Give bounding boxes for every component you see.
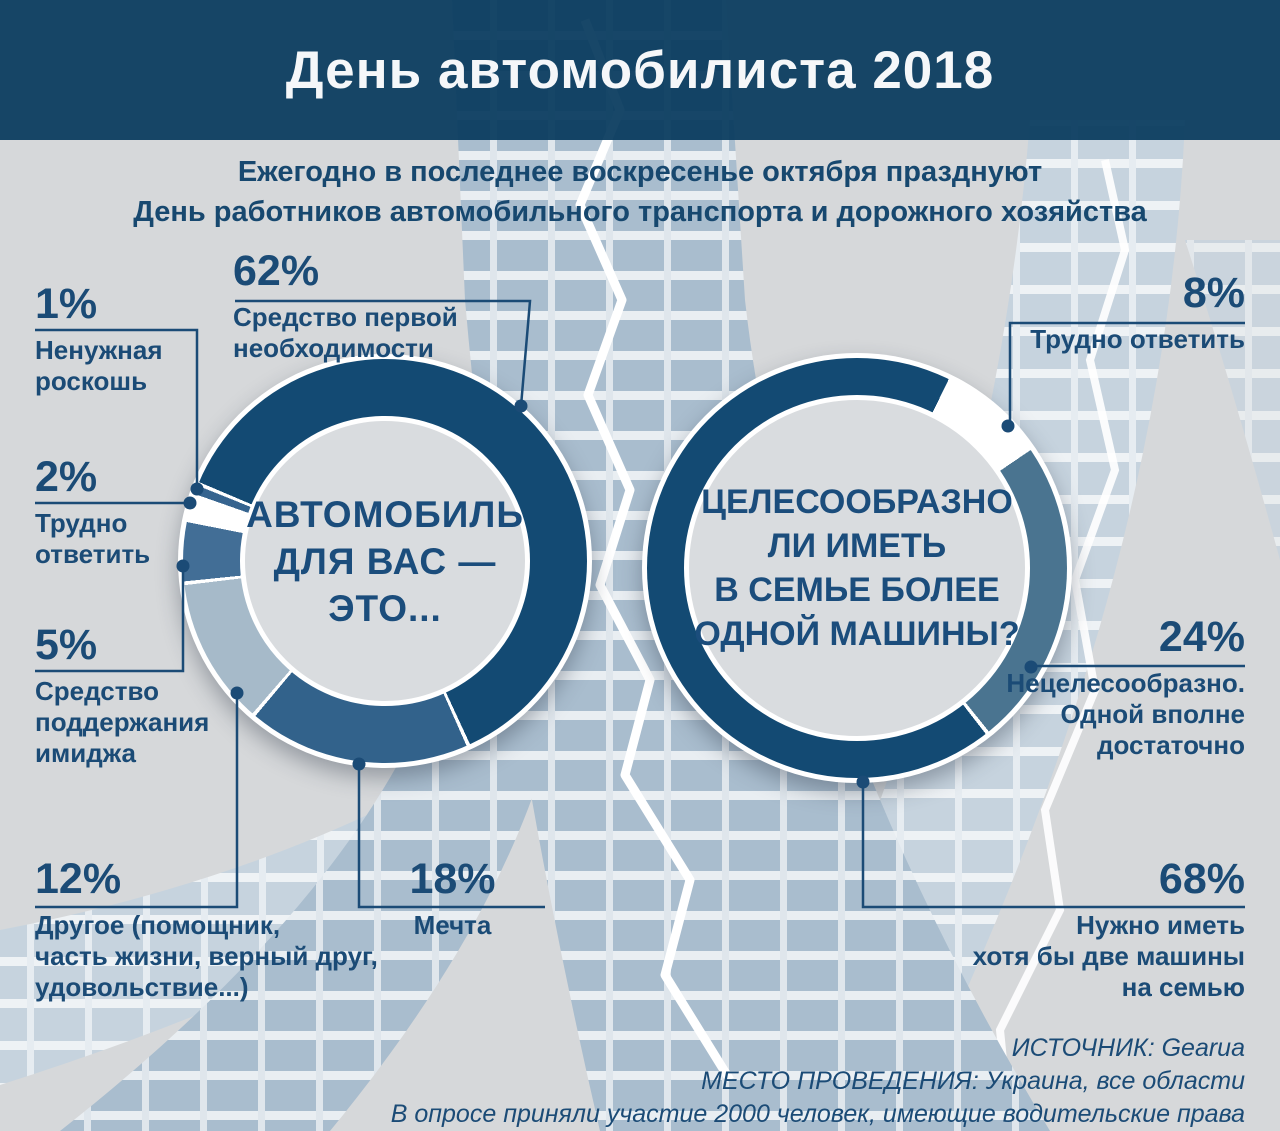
left-donut-title: АВТОМОБИЛЬ ДЛЯ ВАС — ЭТО... xyxy=(246,493,524,629)
callout-8: 8% Трудно ответить xyxy=(945,272,1245,355)
left-donut-chart: АВТОМОБИЛЬ ДЛЯ ВАС — ЭТО... xyxy=(178,354,592,768)
right-donut-hole: ЦЕЛЕСООБРАЗНО ЛИ ИМЕТЬ В СЕМЬЕ БОЛЕЕ ОДН… xyxy=(684,395,1030,741)
callout-1-value: 1% xyxy=(35,280,98,328)
right-donut-chart: ЦЕЛЕСООБРАЗНО ЛИ ИМЕТЬ В СЕМЬЕ БОЛЕЕ ОДН… xyxy=(642,353,1072,783)
callout-5-value: 5% xyxy=(35,621,98,669)
callout-1: 1% Ненужная роскошь xyxy=(35,283,163,397)
callout-62-value: 62% xyxy=(233,247,320,295)
callout-2-label: Трудно ответить xyxy=(35,508,151,569)
callout-8-value: 8% xyxy=(1182,269,1245,317)
callout-24: 24% Нецелесообразно. Одной вполне достат… xyxy=(945,616,1245,761)
callout-18-label: Мечта xyxy=(413,910,492,940)
callout-24-value: 24% xyxy=(1158,613,1245,661)
callout-18-value: 18% xyxy=(409,855,496,903)
right-donut-title: ЦЕЛЕСООБРАЗНО ЛИ ИМЕТЬ В СЕМЬЕ БОЛЕЕ ОДН… xyxy=(694,483,1020,653)
callout-24-label: Нецелесообразно. Одной вполне достаточно xyxy=(1006,668,1245,760)
callout-62: 62% Средство первой необходимости xyxy=(233,250,458,364)
callout-12-value: 12% xyxy=(35,855,122,903)
footer-source: ИСТОЧНИК: Gearua xyxy=(1011,1034,1245,1062)
callout-2-value: 2% xyxy=(35,453,98,501)
callout-68: 68% Нужно иметь хотя бы две машины на се… xyxy=(845,858,1245,1003)
subtitle: Ежегодно в последнее воскресенье октября… xyxy=(133,156,1147,228)
callout-2: 2% Трудно ответить xyxy=(35,456,150,570)
callout-68-label: Нужно иметь хотя бы две машины на семью xyxy=(972,910,1245,1002)
callout-12-label: Другое (помощник, часть жизни, верный др… xyxy=(35,910,378,1002)
footer-participants: В опросе приняли участие 2000 человек, и… xyxy=(390,1100,1245,1128)
callout-5-label: Средство поддержания имиджа xyxy=(35,676,210,768)
callout-62-label: Средство первой необходимости xyxy=(233,302,458,363)
callout-1-label: Ненужная роскошь xyxy=(35,335,163,396)
title-band: День автомобилиста 2018 xyxy=(0,0,1280,140)
footer-location: МЕСТО ПРОВЕДЕНИЯ: Украина, все области xyxy=(701,1067,1245,1095)
footer: ИСТОЧНИК: Gearua МЕСТО ПРОВЕДЕНИЯ: Украи… xyxy=(391,1032,1245,1131)
left-donut-hole: АВТОМОБИЛЬ ДЛЯ ВАС — ЭТО... xyxy=(240,416,530,706)
page-title: День автомобилиста 2018 xyxy=(285,40,995,100)
callout-68-value: 68% xyxy=(1158,855,1245,903)
callout-8-label: Трудно ответить xyxy=(1030,324,1245,354)
callout-12: 12% Другое (помощник, часть жизни, верны… xyxy=(35,858,378,1003)
callout-5: 5% Средство поддержания имиджа xyxy=(35,624,209,769)
callout-18: 18% Мечта xyxy=(360,858,545,941)
